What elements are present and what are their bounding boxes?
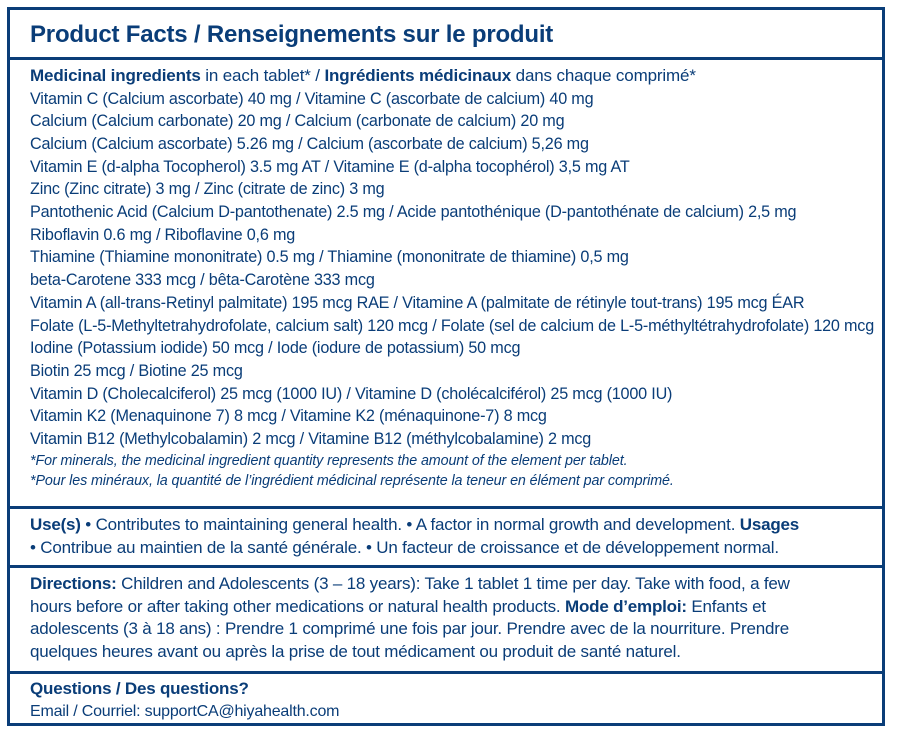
uses-label-en: Use(s): [30, 515, 81, 534]
ingredient-item: Calcium (Calcium ascorbate) 5.26 mg / Ca…: [30, 134, 589, 153]
ingredient-item: Iodine (Potassium iodide) 50 mcg / Iode …: [30, 339, 521, 358]
uses-section: Use(s) • Contributes to maintaining gene…: [10, 514, 882, 559]
directions-section: Directions: Children and Adolescents (3 …: [10, 573, 882, 663]
ingredients-heading-en: Medicinal ingredients: [30, 66, 201, 85]
ingredient-item: Pantothenic Acid (Calcium D-pantothenate…: [30, 203, 797, 222]
directions-line-1: Directions: Children and Adolescents (3 …: [30, 573, 872, 596]
uses-text-fr: • Contribue au maintien de la santé géné…: [30, 537, 779, 557]
ingredient-item: Vitamin A (all-trans-Retinyl palmitate) …: [30, 293, 805, 312]
contact-email: Email / Courriel: supportCA@hiyahealth.c…: [30, 702, 340, 720]
ingredients-heading-en-rest: in each tablet* /: [200, 66, 325, 85]
minerals-note-en: *For minerals, the medicinal ingredient …: [30, 452, 628, 469]
directions-text-2: hours before or after taking other medic…: [30, 596, 565, 616]
medicinal-ingredients-section: Medicinal ingredients in each tablet* / …: [10, 65, 882, 491]
uses-label-fr: Usages: [739, 515, 800, 534]
directions-text-2b: Enfants et: [686, 596, 766, 616]
ingredient-item: Vitamin K2 (Menaquinone 7) 8 mcg / Vitam…: [30, 407, 547, 426]
ingredient-item: Vitamin C (Calcium ascorbate) 40 mg / Vi…: [30, 89, 594, 108]
ingredient-item: Calcium (Calcium carbonate) 20 mg / Calc…: [30, 112, 565, 131]
minerals-note-fr: *Pour les minéraux, la quantité de l’ing…: [30, 472, 674, 489]
ingredients-heading-fr: Ingrédients médicinaux: [324, 66, 512, 85]
ingredient-item: Folate (L-5-Methyltetrahydrofolate, calc…: [30, 316, 875, 335]
ingredient-item: Zinc (Zinc citrate) 3 mg / Zinc (citrate…: [30, 180, 385, 199]
ingredient-item: Biotin 25 mcg / Biotine 25 mcg: [30, 361, 243, 380]
uses-line-1: Use(s) • Contributes to maintaining gene…: [30, 514, 872, 537]
ingredients-heading-fr-rest: dans chaque comprimé*: [511, 66, 696, 85]
directions-line-2: hours before or after taking other medic…: [30, 596, 872, 619]
ingredient-item: Vitamin D (Cholecalciferol) 25 mcg (1000…: [30, 384, 673, 403]
ingredient-list: Vitamin C (Calcium ascorbate) 40 mg / Vi…: [30, 88, 875, 451]
divider: [10, 671, 882, 674]
divider: [10, 506, 882, 509]
product-facts-panel: Product Facts / Renseignements sur le pr…: [7, 7, 885, 726]
directions-text-1: Children and Adolescents (3 – 18 years):…: [116, 574, 790, 593]
page-title: Product Facts / Renseignements sur le pr…: [30, 21, 554, 48]
uses-text-en: • Contributes to maintaining general hea…: [80, 515, 740, 534]
directions-line-3: adolescents (3 à 18 ans) : Prendre 1 com…: [30, 619, 789, 638]
ingredients-heading: Medicinal ingredients in each tablet* / …: [30, 65, 872, 88]
questions-heading: Questions / Des questions?: [30, 679, 249, 698]
ingredient-item: Vitamin B12 (Methylcobalamin) 2 mcg / Vi…: [30, 430, 592, 449]
ingredient-item: Thiamine (Thiamine mononitrate) 0.5 mg /…: [30, 248, 629, 267]
title-section: Product Facts / Renseignements sur le pr…: [10, 21, 882, 49]
directions-line-4: quelques heures avant ou après la prise …: [30, 641, 681, 661]
directions-label-fr: Mode d’emploi:: [564, 596, 687, 616]
ingredient-item: beta-Carotene 333 mcg / bêta-Carotène 33…: [30, 271, 375, 290]
divider: [10, 565, 882, 568]
divider: [10, 57, 882, 60]
ingredient-item: Vitamin E (d-alpha Tocopherol) 3.5 mg AT…: [30, 157, 630, 176]
questions-section: Questions / Des questions? Email / Courr…: [10, 678, 882, 723]
ingredient-item: Riboflavin 0.6 mg / Riboflavine 0,6 mg: [30, 225, 296, 244]
directions-label-en: Directions:: [30, 574, 117, 593]
